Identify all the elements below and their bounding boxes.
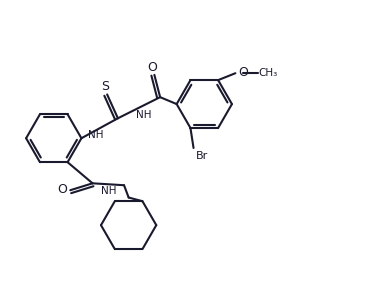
Text: O: O (147, 61, 157, 74)
Text: NH: NH (136, 110, 151, 120)
Text: S: S (101, 79, 109, 92)
Text: Br: Br (195, 151, 208, 161)
Text: NH: NH (101, 186, 116, 196)
Text: CH₃: CH₃ (258, 68, 278, 78)
Text: O: O (238, 66, 248, 79)
Text: NH: NH (88, 130, 104, 140)
Text: O: O (57, 183, 67, 196)
